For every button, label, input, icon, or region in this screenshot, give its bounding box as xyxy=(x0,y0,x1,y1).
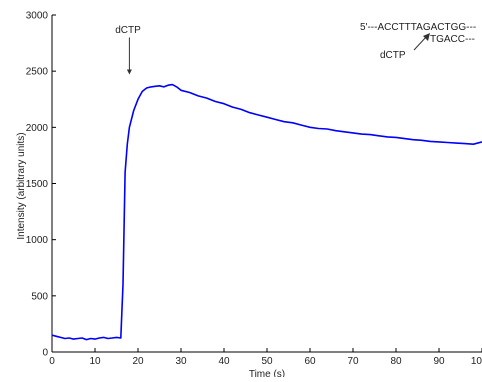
x-tick-label: 50 xyxy=(261,356,273,367)
axes xyxy=(51,15,482,353)
x-tick-label: 80 xyxy=(390,356,402,367)
x-tick-label: 60 xyxy=(304,356,316,367)
y-tick-label: 2500 xyxy=(26,67,49,78)
x-tick-label: 90 xyxy=(433,356,445,367)
x-axis-label: Time (s) xyxy=(249,369,285,377)
insert-arrow-head xyxy=(423,33,430,41)
series-layer xyxy=(51,83,482,341)
dctp-arrow-head xyxy=(126,69,132,75)
y-tick-label: 3000 xyxy=(26,11,49,22)
dctp-arrow-label: dCTP xyxy=(115,25,141,36)
x-tick-label: 0 xyxy=(49,356,55,367)
sequence-top: 5'---ACCTTTAGACTGG--- xyxy=(360,22,476,33)
series-line xyxy=(51,83,482,341)
x-tick-label: 10 xyxy=(89,356,101,367)
x-tick-label: 10 xyxy=(471,356,482,367)
sequence-bottom: TGACC--- xyxy=(430,34,475,45)
x-tick-label: 20 xyxy=(132,356,144,367)
y-tick-label: 2000 xyxy=(26,123,49,134)
y-tick-label: 1000 xyxy=(26,235,49,246)
insert-dctp-label: dCTP xyxy=(380,50,406,61)
y-tick-label: 500 xyxy=(31,291,48,302)
insert-arrow xyxy=(413,35,428,51)
y-tick-label: 0 xyxy=(42,348,48,359)
x-tick-label: 30 xyxy=(175,356,187,367)
y-tick-label: 1500 xyxy=(26,179,49,190)
y-axis-label: Intensity (arbitrary units) xyxy=(16,132,27,239)
x-tick-label: 70 xyxy=(347,356,359,367)
x-tick-label: 40 xyxy=(218,356,230,367)
ticks: 0 10 20 30 40 50 60 70 80 90 100500100015002000250… xyxy=(26,11,482,367)
